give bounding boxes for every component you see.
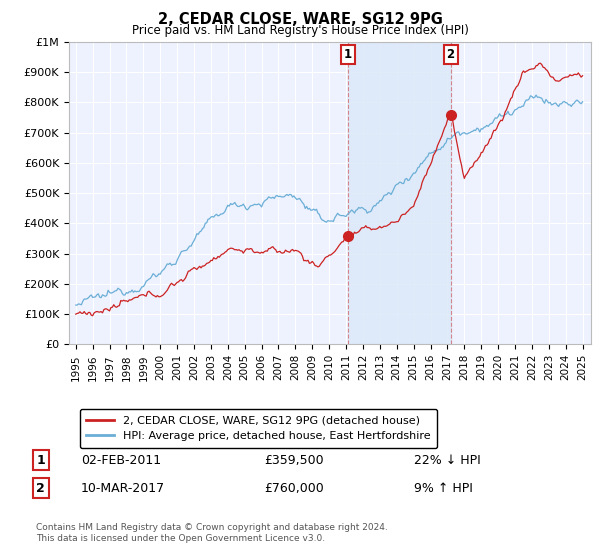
Text: 9% ↑ HPI: 9% ↑ HPI	[414, 482, 473, 495]
Legend: 2, CEDAR CLOSE, WARE, SG12 9PG (detached house), HPI: Average price, detached ho: 2, CEDAR CLOSE, WARE, SG12 9PG (detached…	[80, 409, 437, 448]
Text: 1: 1	[37, 454, 45, 467]
Text: 2: 2	[446, 48, 455, 60]
Text: £760,000: £760,000	[264, 482, 324, 495]
Text: 1: 1	[344, 48, 352, 60]
Text: 2: 2	[37, 482, 45, 495]
Text: £359,500: £359,500	[264, 454, 323, 467]
Text: Contains HM Land Registry data © Crown copyright and database right 2024.
This d: Contains HM Land Registry data © Crown c…	[36, 524, 388, 543]
Bar	[347, 42, 451, 344]
Text: 22% ↓ HPI: 22% ↓ HPI	[414, 454, 481, 467]
Text: 2, CEDAR CLOSE, WARE, SG12 9PG: 2, CEDAR CLOSE, WARE, SG12 9PG	[158, 12, 442, 27]
Text: 02-FEB-2011: 02-FEB-2011	[81, 454, 161, 467]
Text: 10-MAR-2017: 10-MAR-2017	[81, 482, 165, 495]
Text: Price paid vs. HM Land Registry's House Price Index (HPI): Price paid vs. HM Land Registry's House …	[131, 24, 469, 37]
